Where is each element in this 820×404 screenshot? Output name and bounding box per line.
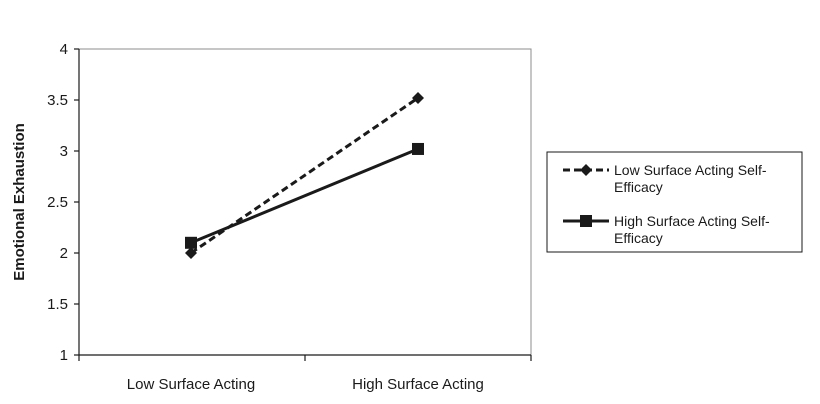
square-marker <box>412 142 424 155</box>
plot-area <box>78 48 532 356</box>
legend-label: Efficacy <box>614 179 663 195</box>
legend-entry: Low Surface Acting Self-Efficacy <box>563 162 767 195</box>
y-tick-label: 1 <box>60 347 68 364</box>
series-2 <box>185 142 424 249</box>
x-tick-label: Low Surface Acting <box>127 376 255 393</box>
y-tick-label: 2 <box>60 245 68 262</box>
x-axis-ticks: Low Surface Acting High Surface Acting <box>78 355 532 393</box>
diamond-marker <box>185 247 197 259</box>
square-marker <box>185 236 197 249</box>
diamond-marker <box>580 164 592 176</box>
legend-label: High Surface Acting Self- <box>614 213 770 229</box>
diamond-marker <box>412 91 424 104</box>
y-axis-ticks: 1 1.5 2 2.5 3 3.5 4 <box>47 41 79 364</box>
y-tick-label: 2.5 <box>47 194 68 211</box>
y-tick-label: 3.5 <box>47 92 68 109</box>
series-1 <box>185 91 424 259</box>
square-marker <box>580 215 592 227</box>
series-layer <box>185 91 424 259</box>
y-axis-title: Emotional Exhaustion <box>11 123 28 281</box>
legend-entry: High Surface Acting Self-Efficacy <box>563 213 770 246</box>
legend-label: Low Surface Acting Self- <box>614 162 767 178</box>
y-tick-label: 1.5 <box>47 296 68 313</box>
y-tick-label: 3 <box>60 143 68 160</box>
x-tick-label: High Surface Acting <box>352 376 484 393</box>
legend-label: Efficacy <box>614 230 663 246</box>
y-tick-label: 4 <box>60 41 68 58</box>
series-line <box>190 147 419 245</box>
